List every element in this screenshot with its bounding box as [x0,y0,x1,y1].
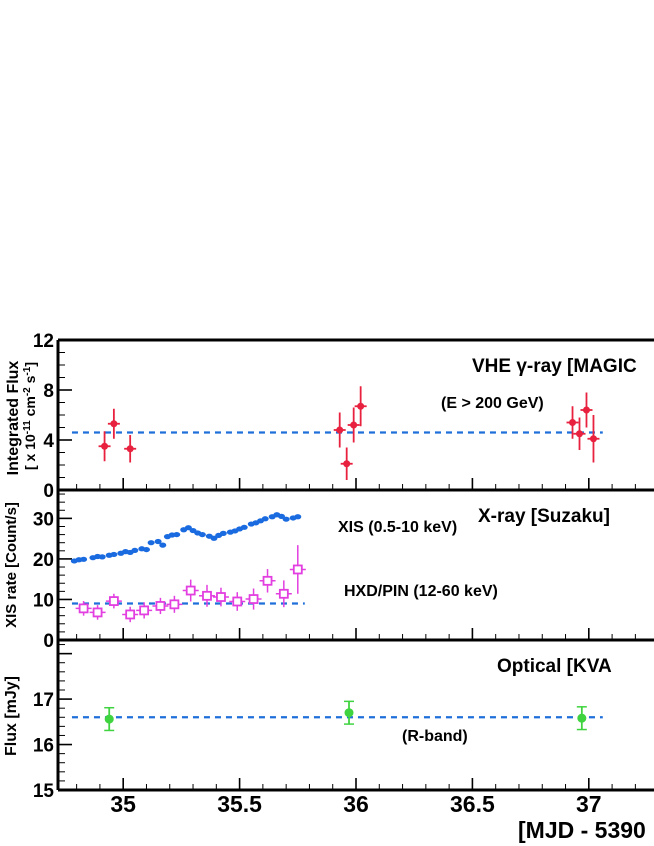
pin-point [139,605,150,616]
pin-point [262,575,273,586]
pin-point [108,596,119,606]
xis-point [142,546,150,553]
xray-ylabel: XIS rate [Count/s] [3,502,20,628]
xis-point [282,516,290,522]
y-tick-label: 4 [43,431,54,452]
xis-point [278,513,285,519]
vhe-point [110,420,118,428]
pin-point [92,607,103,618]
xis-point [294,514,302,520]
pin-point [185,585,196,596]
x-tick-label: 36.5 [450,791,495,817]
x-tick-label: 35.5 [217,791,262,817]
pin-series-label: HXD/PIN (12-60 keV) [344,583,498,600]
vhe-point [582,406,590,414]
y-tick-label: 0 [43,481,54,502]
xis-point [184,525,192,531]
pin-point [155,601,166,611]
xray-panel-title: X-ray [Suzaku] [478,506,610,527]
xis-point [131,547,139,554]
xis-point [98,554,106,560]
xis-point [219,530,227,536]
y-tick-label: 12 [33,331,54,352]
vhe-ylabel-line2: [ x 10-11 cm-2 s-1] [22,362,38,470]
pin-point [78,603,89,614]
vhe-energy-label: (E > 200 GeV) [441,395,544,412]
xis-point [173,531,181,538]
vhe-point [357,402,365,410]
vhe-panel: 0 4 8 12 VHE γ-ray [MAGIC (E > 200 GeV) Int… [5,331,654,502]
y-tick-label: 10 [33,590,54,611]
x-tick-label: 36 [343,791,369,817]
y-tick-label: 20 [33,550,54,571]
vhe-point [126,445,134,453]
y-tick-label: 16 [33,736,54,757]
xis-point [198,531,206,538]
xis-point [110,551,118,558]
vhe-point [589,435,597,443]
pin-point [278,588,289,599]
y-tick-label: 15 [33,781,55,802]
vhe-point [576,430,583,438]
xis-point [240,524,248,530]
optical-point [104,714,114,724]
xis-point [210,535,218,541]
pin-point [232,596,243,607]
xis-series-label: XIS (0.5-10 keV) [338,519,457,536]
xis-point [261,516,269,522]
vhe-point [336,426,344,434]
pin-point [248,594,259,604]
vhe-point [343,460,351,468]
pin-point [169,599,180,610]
optical-ylabel: Flux [mJy] [3,676,20,756]
xis-point [147,540,155,546]
y-tick-label: 0 [43,631,54,652]
y-tick-label: 17 [33,690,54,711]
xis-point [159,542,167,548]
vhe-point [569,419,577,426]
optical-panel-title: Optical [KVA [497,656,612,677]
pin-point [216,592,226,602]
optical-point [577,713,587,723]
vhe-panel-title: VHE γ-ray [MAGIC [472,356,637,377]
y-tick-label: 8 [43,381,54,402]
pin-point [125,609,136,620]
xis-point [154,538,162,545]
pin-point [202,590,212,601]
x-tick-label: 35 [110,791,136,817]
optical-panel: 15 16 17 Optical [KVA (R-band) Flux [mJy] [3,640,612,802]
optical-point [344,708,354,718]
vhe-point [101,442,109,450]
y-tick-label: 30 [33,509,54,530]
vhe-point [350,421,358,429]
optical-band-label: (R-band) [402,728,468,745]
x-tick-label: 37 [576,791,602,817]
vhe-ylabel-line1: Integrated Flux [5,361,22,476]
x-axis-label: [MJD - 5390 [518,817,646,843]
pin-point [292,564,303,575]
xis-point [80,556,88,562]
